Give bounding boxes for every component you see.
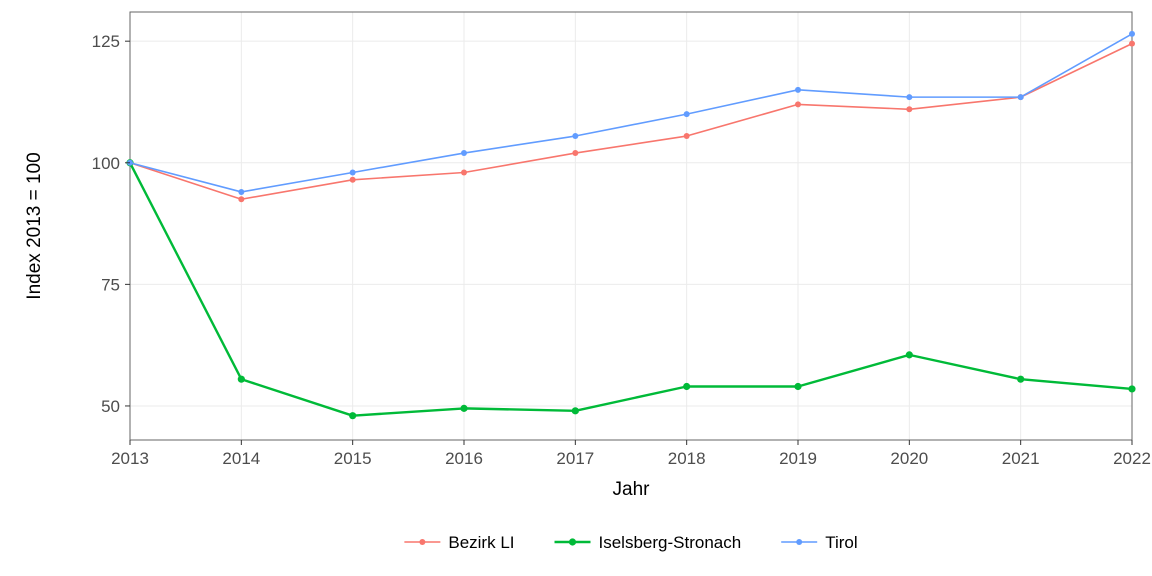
series-point	[461, 170, 467, 176]
series-point	[1017, 376, 1024, 383]
series-point	[350, 170, 356, 176]
y-tick-label: 50	[101, 397, 120, 416]
legend-label: Iselsberg-Stronach	[599, 533, 742, 552]
series-point	[683, 383, 690, 390]
series-point	[238, 376, 245, 383]
series-point	[906, 94, 912, 100]
legend-label: Tirol	[825, 533, 857, 552]
series-point	[684, 133, 690, 139]
series-point	[349, 412, 356, 419]
series-point	[906, 351, 913, 358]
y-tick-label: 125	[92, 32, 120, 51]
legend-item: Iselsberg-Stronach	[555, 533, 742, 552]
line-chart: 2013 2014 2015 2016 2017 2018 2019 2020 2021 2022…	[0, 0, 1152, 576]
series-point	[572, 407, 579, 414]
series-point	[795, 87, 801, 93]
legend-point-icon	[796, 539, 802, 545]
series-point	[460, 405, 467, 412]
series-point	[238, 196, 244, 202]
series-point	[1129, 41, 1135, 47]
series-point	[238, 189, 244, 195]
x-tick-label: 2014	[222, 449, 260, 468]
x-tick-label: 2021	[1002, 449, 1040, 468]
series-point	[795, 101, 801, 107]
legend-item: Tirol	[781, 533, 857, 552]
series-point	[1129, 31, 1135, 37]
series-point	[572, 150, 578, 156]
x-tick-label: 2019	[779, 449, 817, 468]
legend-label: Bezirk LI	[448, 533, 514, 552]
series-point	[1018, 94, 1024, 100]
x-tick-label: 2018	[668, 449, 706, 468]
y-tick-label: 100	[92, 154, 120, 173]
x-tick-label: 2017	[556, 449, 594, 468]
y-tick-label: 75	[101, 275, 120, 294]
legend-point-icon	[569, 538, 576, 545]
x-tick-label: 2016	[445, 449, 483, 468]
chart-svg: 2013 2014 2015 2016 2017 2018 2019 2020 2021 2022…	[0, 0, 1152, 576]
x-axis-title: Jahr	[613, 479, 651, 500]
x-tick-label: 2022	[1113, 449, 1151, 468]
x-tick-label: 2013	[111, 449, 149, 468]
x-tick-label: 2015	[334, 449, 372, 468]
series-point	[461, 150, 467, 156]
x-tick-label: 2020	[890, 449, 928, 468]
series-point	[1128, 385, 1135, 392]
y-axis-title: Index 2013 = 100	[24, 152, 45, 299]
series-point	[684, 111, 690, 117]
legend-item: Bezirk LI	[404, 533, 514, 552]
series-point	[350, 177, 356, 183]
legend-point-icon	[419, 539, 425, 545]
series-point	[572, 133, 578, 139]
series-point	[906, 106, 912, 112]
series-point	[794, 383, 801, 390]
